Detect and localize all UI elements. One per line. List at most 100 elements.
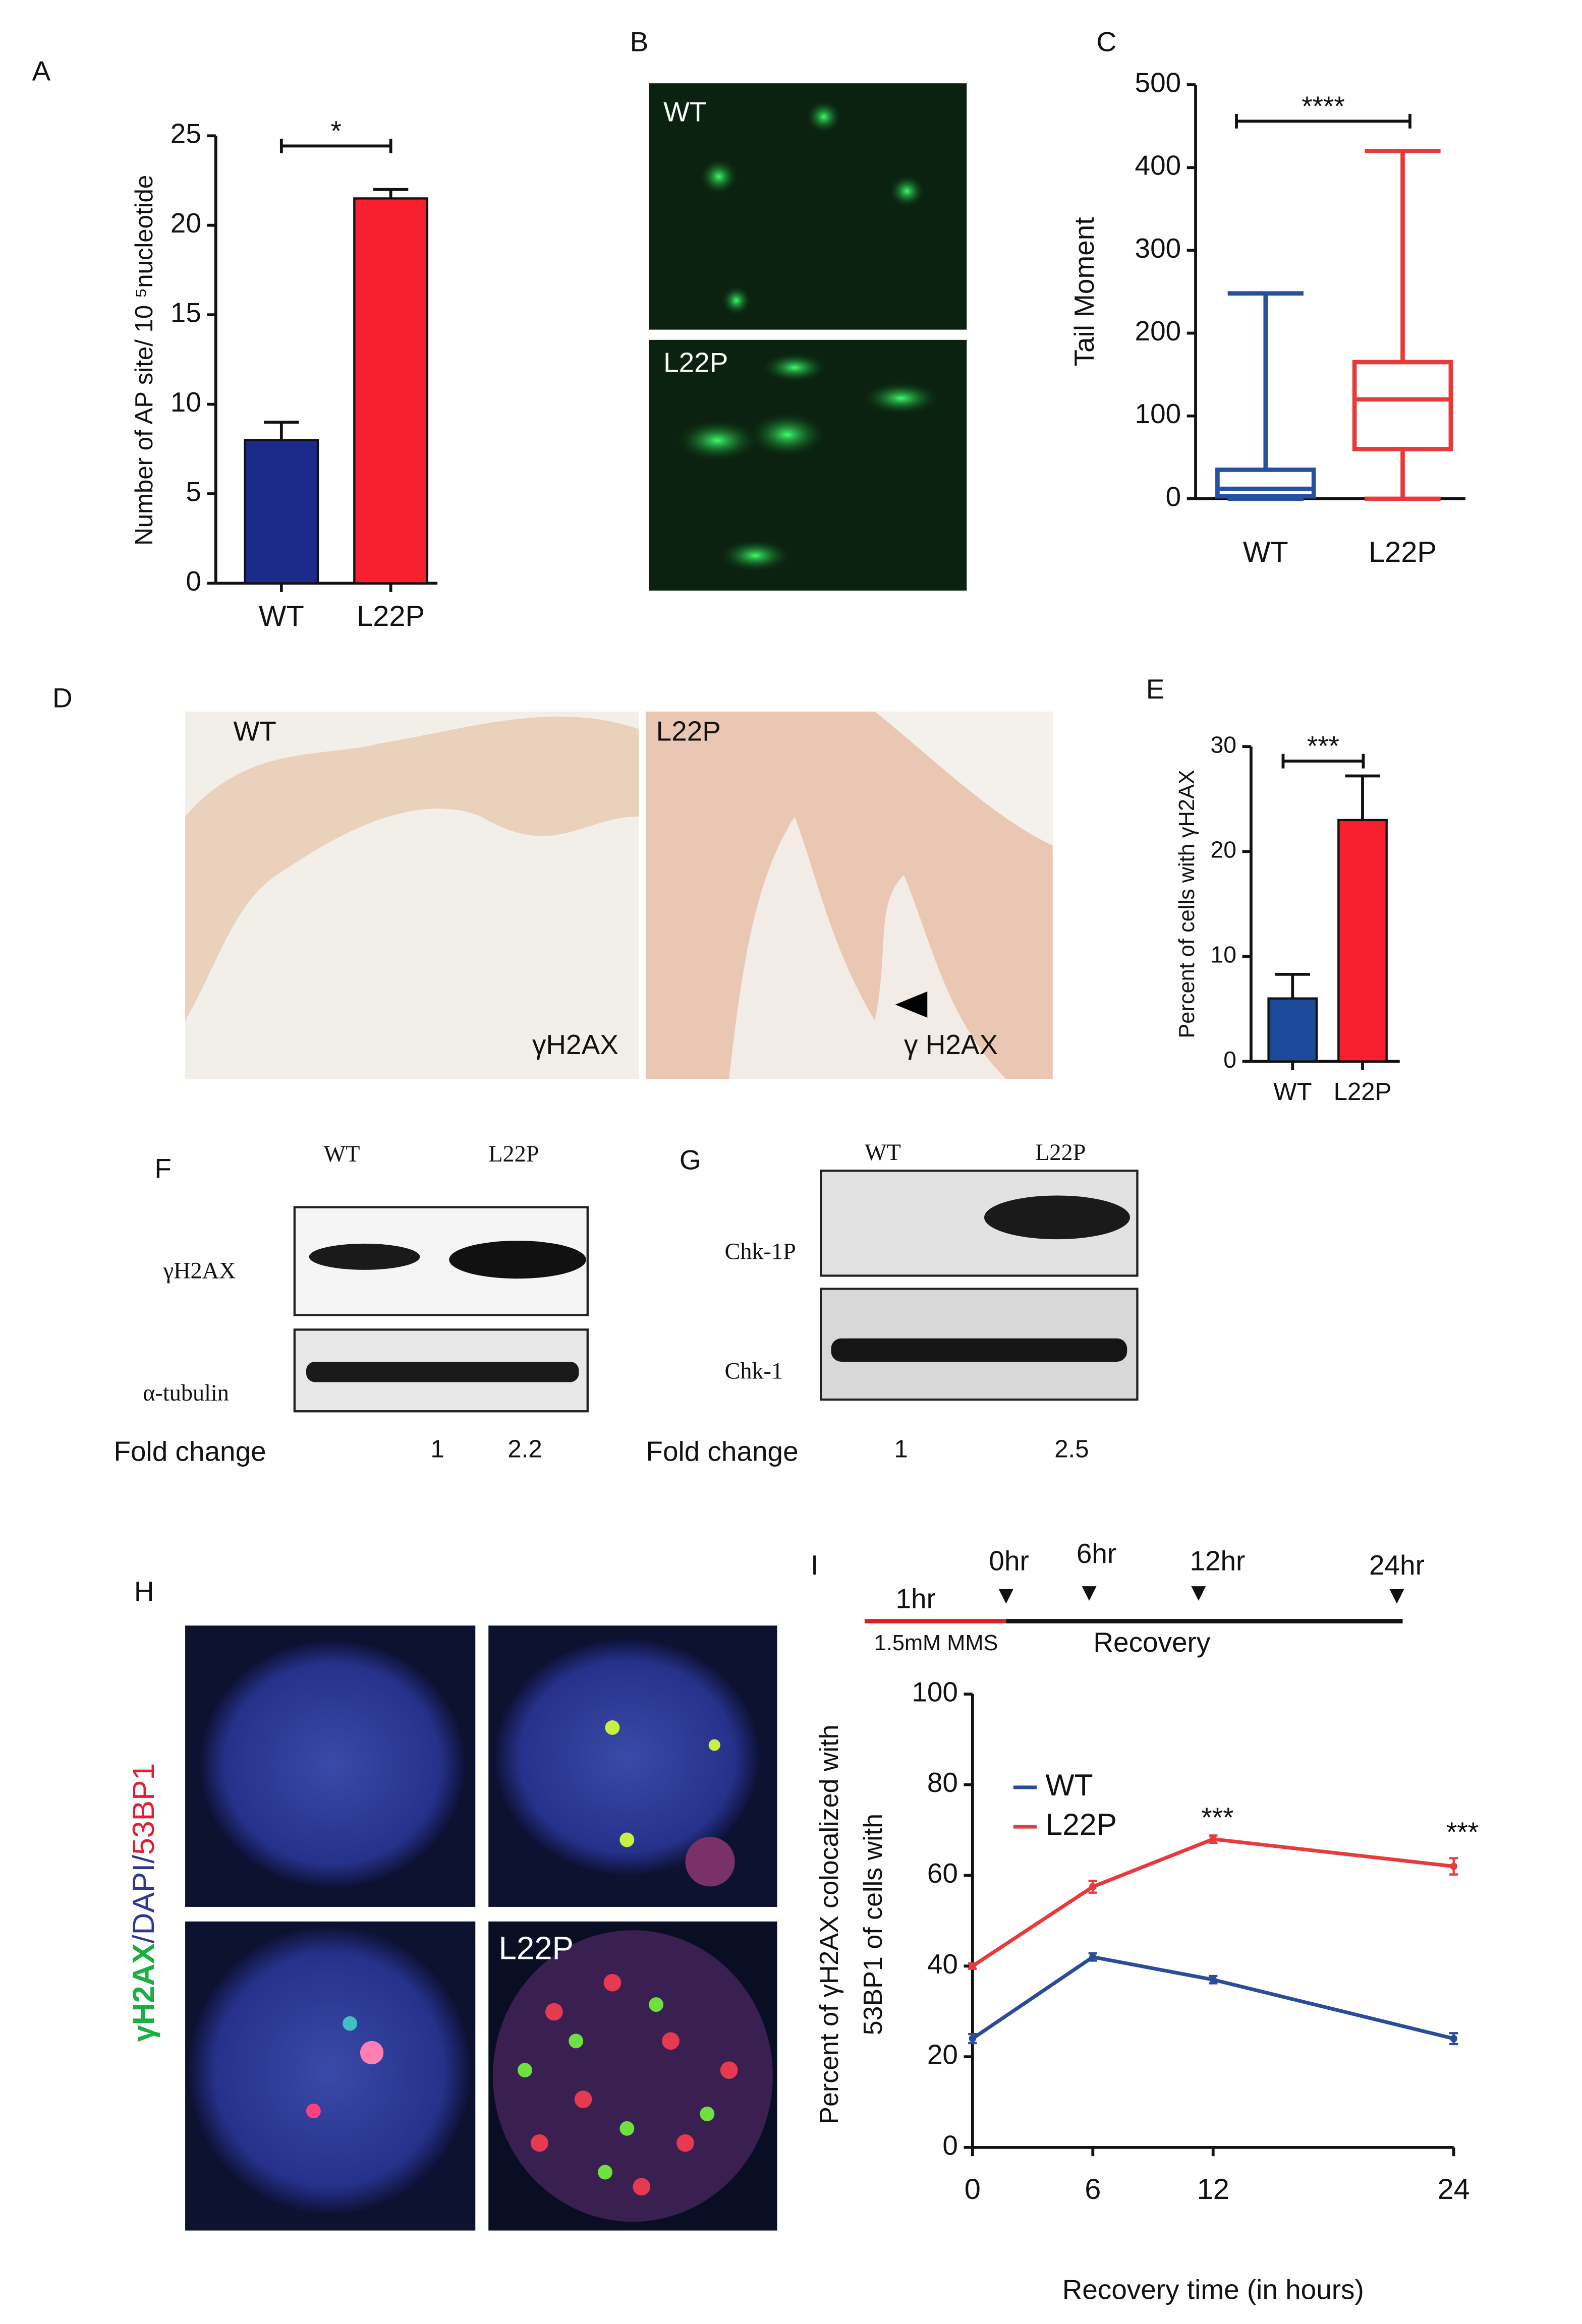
panel-letter: H	[134, 1576, 154, 1607]
fold-label: Fold change	[114, 1436, 266, 1467]
y-tick-label: 0	[186, 565, 201, 597]
error-bar	[264, 421, 299, 440]
significance-bracket	[1235, 113, 1411, 129]
panel-letter: C	[1097, 26, 1117, 57]
y-axis-label: 53BP1 of cells with	[859, 1814, 888, 2035]
y-tick-label: 0	[942, 2129, 958, 2161]
timeline-label: 0hr	[989, 1545, 1029, 1576]
blot-band	[831, 1338, 1127, 1362]
y-tick-label: 20	[927, 2039, 958, 2070]
focus	[360, 2041, 384, 2065]
timeline-label: 12hr	[1190, 1545, 1245, 1576]
blot-band	[306, 1361, 579, 1382]
bar	[1267, 997, 1318, 1063]
y-tick-label: 10	[1211, 942, 1236, 968]
series-line	[971, 1955, 1454, 2041]
y-axis-label: Percent of cells with γH2AX	[1175, 770, 1199, 1038]
panel-letter: A	[32, 55, 51, 86]
timeline-arrow	[998, 1586, 1404, 1604]
nucleus	[198, 1639, 467, 1890]
column-label: WT	[324, 1141, 360, 1167]
panel-letter: B	[630, 26, 649, 57]
annotation: ***	[1201, 1802, 1233, 1833]
stain-label: γ H2AX	[904, 1029, 998, 1060]
x-tick-label: 12	[1197, 2173, 1229, 2205]
point	[969, 2035, 977, 2043]
y-tick-label: 15	[171, 297, 201, 328]
column-label: WT	[865, 1140, 901, 1166]
comet	[700, 159, 738, 194]
timeline-label: 1hr	[895, 1583, 935, 1614]
column-label: L22P	[1035, 1140, 1086, 1166]
fold-value: 2.2	[507, 1435, 542, 1463]
y-tick-label: 20	[1211, 837, 1236, 863]
blot-band	[449, 1241, 586, 1279]
timeline-label: 24hr	[1369, 1549, 1425, 1581]
focus	[605, 1720, 620, 1735]
image-label: WT	[663, 96, 706, 127]
timeline-label: 1.5mM MMS	[874, 1631, 998, 1655]
whisker-upper	[1227, 291, 1304, 470]
y-tick-label: 500	[1135, 67, 1181, 98]
y-tick-label: 5	[186, 476, 201, 507]
annotation: ***	[1446, 1816, 1479, 1847]
fold-label: Fold change	[646, 1436, 798, 1467]
fold-value: 1	[430, 1435, 444, 1463]
x-tick-label: L22P	[1334, 1078, 1392, 1106]
y-tick-label: 25	[171, 118, 201, 149]
focus	[708, 1739, 720, 1751]
error-bar	[373, 188, 409, 199]
comet	[889, 175, 925, 207]
significance-bracket	[279, 138, 392, 153]
panel-letter: I	[811, 1549, 818, 1581]
timeline-label: Recovery	[1093, 1626, 1210, 1658]
y-tick-label: 40	[927, 1948, 958, 1980]
y-tick-label: 30	[1211, 731, 1236, 758]
focus	[619, 1832, 635, 1847]
panel-letter: F	[154, 1153, 172, 1184]
y-tick-label: 100	[912, 1676, 958, 1707]
y-axis-label: Percent of γH2AX colocalized with	[815, 1725, 844, 2124]
y-tick-label: 400	[1135, 150, 1181, 181]
timeline-label: 6hr	[1077, 1538, 1116, 1569]
point	[1450, 2035, 1457, 2043]
stain-label: γH2AX	[532, 1029, 618, 1060]
comet	[720, 539, 790, 572]
x-tick-label: 6	[1085, 2173, 1101, 2205]
row-label: α-tubulin	[143, 1380, 229, 1406]
nucleus	[186, 1924, 473, 2216]
y-tick-label: 0	[1223, 1047, 1236, 1073]
comet-image	[649, 83, 967, 330]
box	[1215, 468, 1316, 499]
x-tick-label: 0	[965, 2173, 981, 2205]
image-label: WT	[233, 716, 276, 747]
fold-value: 2.5	[1054, 1435, 1089, 1463]
y-tick-label: 200	[1135, 315, 1181, 346]
significance: ***	[1307, 730, 1339, 762]
y-tick-label: 0	[1166, 481, 1181, 512]
stain-name: 53BP1	[126, 1763, 160, 1855]
point	[1089, 1953, 1097, 1961]
comet	[863, 382, 939, 415]
y-axis-label: Number of AP site/ 10 ⁵nucleotide	[131, 175, 158, 546]
row-label: Chk-1P	[724, 1239, 796, 1265]
x-tick-label: WT	[1243, 536, 1288, 568]
significance: ****	[1302, 90, 1344, 122]
point	[1450, 1863, 1457, 1870]
panel-letter: E	[1146, 673, 1165, 705]
whisker-upper	[1365, 149, 1441, 363]
tissue	[646, 711, 1053, 846]
point	[1209, 1976, 1217, 1984]
x-axis-label: Recovery time (in hours)	[1062, 2274, 1364, 2305]
x-tick-label: L22P	[357, 600, 425, 632]
foci	[518, 1997, 715, 2180]
stain-name: γH2AX	[126, 1943, 160, 2042]
stain-name: /DAPI/	[126, 1855, 160, 1944]
y-tick-label: 20	[171, 207, 201, 239]
foci	[531, 1973, 738, 2196]
comet-image	[649, 339, 967, 591]
whisker-lower	[1365, 449, 1441, 501]
x-tick-label: WT	[1273, 1078, 1312, 1106]
bar	[244, 439, 319, 585]
